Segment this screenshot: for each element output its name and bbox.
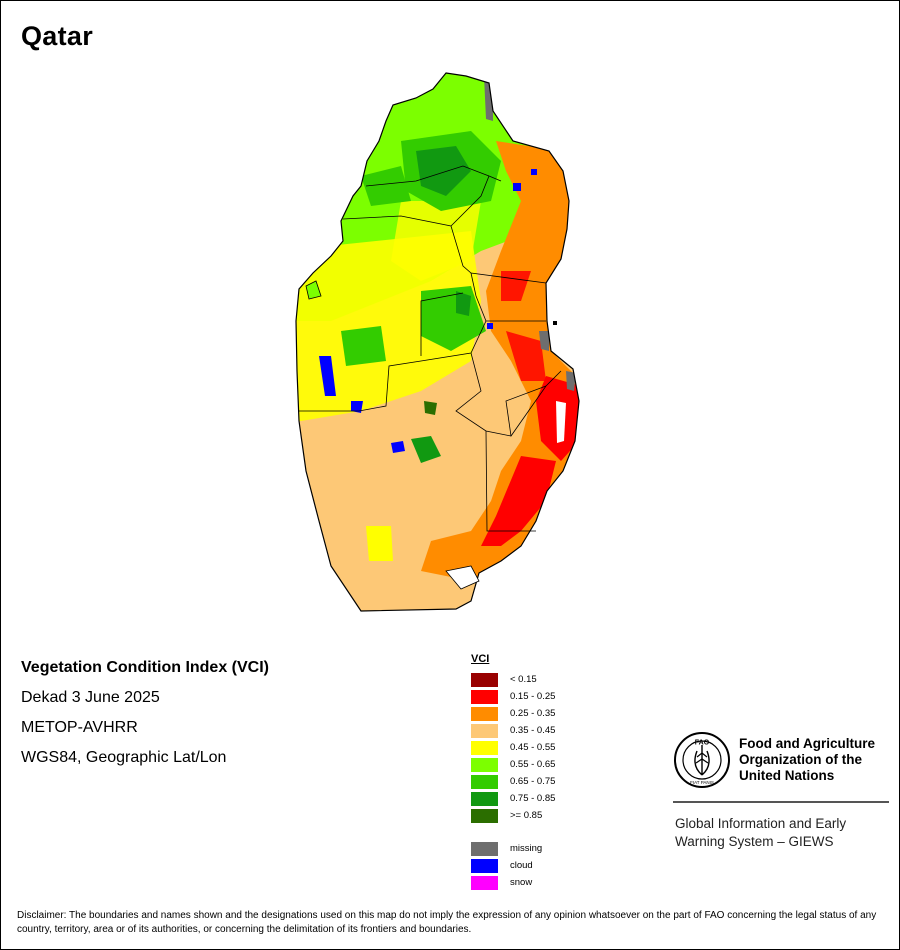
legend-class-3-swatch — [471, 707, 498, 721]
legend-class-1-swatch — [471, 673, 498, 687]
legend-class-1-label: < 0.15 — [510, 674, 537, 685]
legend-class-7-swatch — [471, 775, 498, 789]
giews-line-1: Global Information and Early — [675, 816, 847, 831]
legend-class-6-swatch — [471, 758, 498, 772]
legend-cloud-row: cloud — [471, 859, 591, 873]
legend-missing-label: missing — [510, 843, 543, 854]
period-label: Dekad 3 June 2025 — [21, 689, 160, 706]
svg-text:FAO: FAO — [695, 740, 710, 747]
legend-class-6-row: 0.55 - 0.65 — [471, 758, 591, 772]
legend-class-8-row: 0.75 - 0.85 — [471, 792, 591, 806]
vci-legend: VCI < 0.15 0.15 - 0.25 0.25 - 0.35 0.35 - 0… — [471, 653, 591, 893]
legend-class-2-label: 0.15 - 0.25 — [510, 691, 556, 702]
org-name-line-2: Organization of the — [739, 752, 862, 767]
branding-divider — [673, 801, 889, 803]
legend-class-3-label: 0.25 - 0.35 — [510, 708, 556, 719]
legend-title: VCI — [471, 653, 490, 665]
disclaimer: Disclaimer: The boundaries and names sho… — [17, 910, 877, 935]
legend-snow-label: snow — [510, 877, 533, 888]
org-name-line-3: United Nations — [739, 768, 835, 783]
org-name-line-1: Food and Agriculture — [739, 736, 875, 751]
index-title: Vegetation Condition Index (VCI) — [21, 659, 269, 676]
legend-class-7-row: 0.65 - 0.75 — [471, 775, 591, 789]
legend-class-2-swatch — [471, 690, 498, 704]
legend-snow-row: snow — [471, 876, 591, 890]
legend-class-5-label: 0.45 - 0.55 — [510, 742, 556, 753]
legend-class-4-label: 0.35 - 0.45 — [510, 725, 556, 736]
legend-missing-row: missing — [471, 842, 591, 856]
legend-class-5-swatch — [471, 741, 498, 755]
legend-class-8-label: 0.75 - 0.85 — [510, 793, 556, 804]
legend-class-1-row: < 0.15 — [471, 673, 591, 687]
projection-label: WGS84, Geographic Lat/Lon — [21, 749, 227, 766]
legend-class-7-label: 0.65 - 0.75 — [510, 776, 556, 787]
legend-class-5-row: 0.45 - 0.55 — [471, 741, 591, 755]
legend-snow-swatch — [471, 876, 498, 890]
vci-map — [295, 72, 580, 612]
legend-class-4-swatch — [471, 724, 498, 738]
admin-boundaries — [299, 165, 562, 532]
legend-class-4-row: 0.35 - 0.45 — [471, 724, 591, 738]
legend-class-8-swatch — [471, 792, 498, 806]
sensor-label: METOP-AVHRR — [21, 719, 138, 736]
svg-text:FIAT PANIS: FIAT PANIS — [690, 780, 714, 785]
giews-name: Global Information and Early Warning Sys… — [675, 815, 889, 851]
legend-class-9-row: >= 0.85 — [471, 809, 591, 823]
fao-logo-icon: FAO FIAT PANIS — [674, 732, 730, 788]
legend-class-9-label: >= 0.85 — [510, 810, 543, 821]
giews-line-2: Warning System – GIEWS — [675, 834, 834, 849]
country-title: Qatar — [21, 21, 94, 51]
organization-name: Food and Agriculture Organization of the… — [739, 736, 889, 784]
legend-class-6-label: 0.55 - 0.65 — [510, 759, 556, 770]
legend-cloud-label: cloud — [510, 860, 533, 871]
legend-missing-swatch — [471, 842, 498, 856]
fao-branding: FAO FIAT PANIS Food and Agriculture Orga… — [673, 731, 889, 851]
legend-class-2-row: 0.15 - 0.25 — [471, 690, 591, 704]
legend-class-3-row: 0.25 - 0.35 — [471, 707, 591, 721]
legend-cloud-swatch — [471, 859, 498, 873]
legend-class-9-swatch — [471, 809, 498, 823]
